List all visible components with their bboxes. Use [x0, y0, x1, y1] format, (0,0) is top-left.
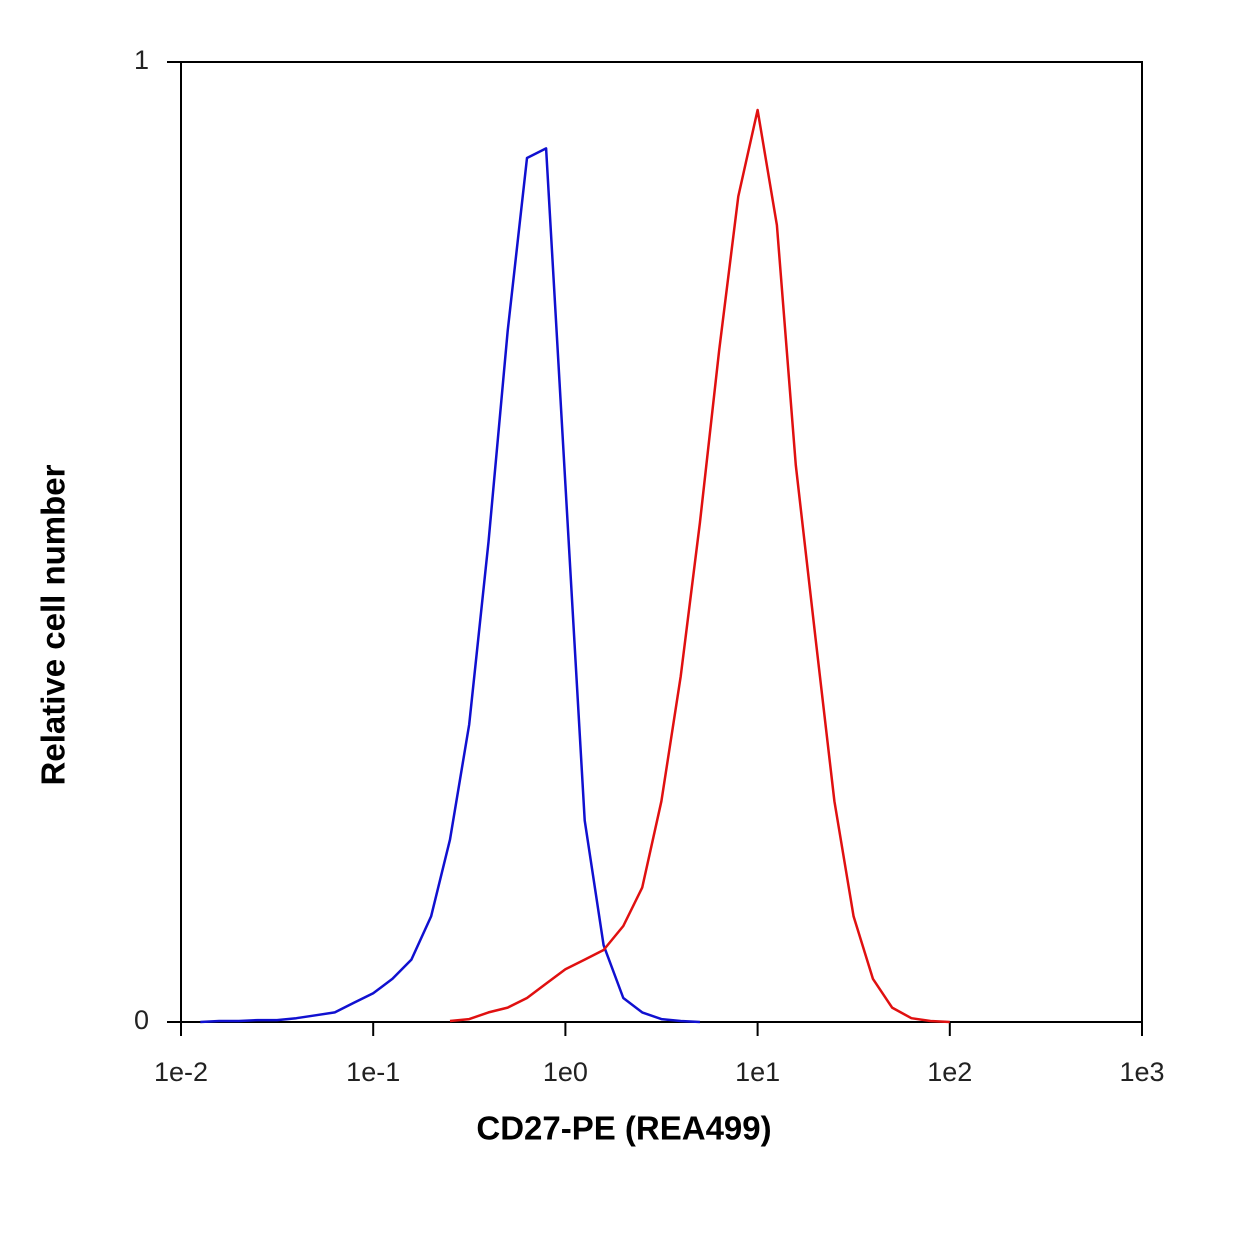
x-tick-label: 1e2 — [927, 1057, 972, 1087]
x-tick-label: 1e1 — [735, 1057, 780, 1087]
y-tick-label: 1 — [134, 45, 149, 75]
x-tick-label: 1e-2 — [154, 1057, 208, 1087]
x-axis-title: CD27-PE (REA499) — [476, 1110, 771, 1147]
histogram-line — [449, 108, 950, 1024]
x-tick-label: 1e0 — [543, 1057, 588, 1087]
y-axis-title: Relative cell number — [35, 464, 72, 785]
x-tick-label: 1e3 — [1119, 1057, 1164, 1087]
y-tick-label: 0 — [134, 1005, 149, 1035]
x-tick-label: 1e-1 — [346, 1057, 400, 1087]
histogram-line — [200, 147, 700, 1024]
plot-frame — [180, 61, 1143, 1023]
